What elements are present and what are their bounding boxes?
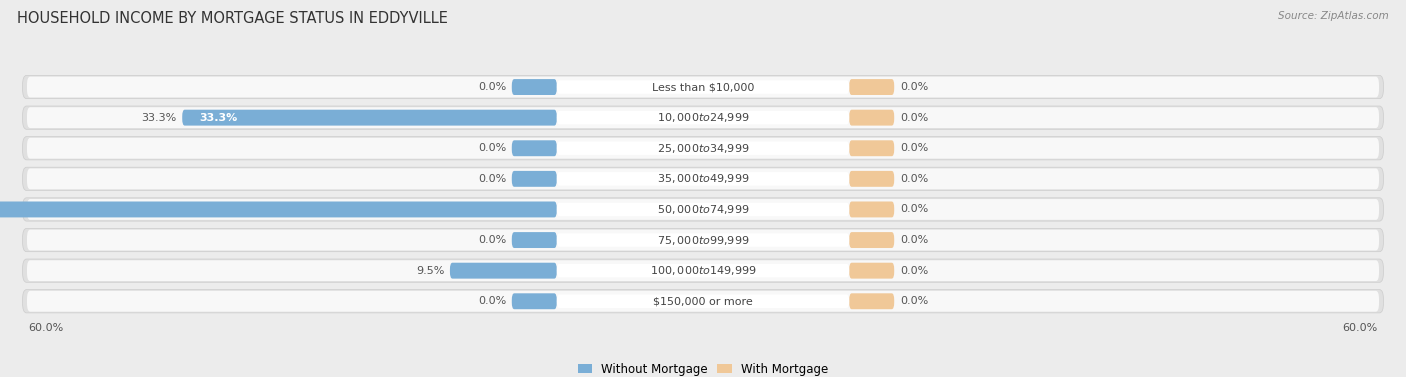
FancyBboxPatch shape xyxy=(22,136,1384,160)
FancyBboxPatch shape xyxy=(27,260,1379,281)
FancyBboxPatch shape xyxy=(849,293,894,309)
Text: $150,000 or more: $150,000 or more xyxy=(654,296,752,306)
Text: $35,000 to $49,999: $35,000 to $49,999 xyxy=(657,172,749,185)
Text: 0.0%: 0.0% xyxy=(478,143,506,153)
Text: 0.0%: 0.0% xyxy=(900,113,928,123)
FancyBboxPatch shape xyxy=(27,199,1379,220)
Text: $25,000 to $34,999: $25,000 to $34,999 xyxy=(657,142,749,155)
FancyBboxPatch shape xyxy=(557,203,849,216)
Text: 60.0%: 60.0% xyxy=(1343,323,1378,333)
Text: $100,000 to $149,999: $100,000 to $149,999 xyxy=(650,264,756,277)
FancyBboxPatch shape xyxy=(27,230,1379,250)
Text: 0.0%: 0.0% xyxy=(900,235,928,245)
FancyBboxPatch shape xyxy=(27,107,1379,128)
FancyBboxPatch shape xyxy=(557,294,849,308)
Text: 0.0%: 0.0% xyxy=(478,235,506,245)
Text: 0.0%: 0.0% xyxy=(900,174,928,184)
FancyBboxPatch shape xyxy=(849,140,894,156)
FancyBboxPatch shape xyxy=(849,110,894,126)
Text: 0.0%: 0.0% xyxy=(900,266,928,276)
Text: 0.0%: 0.0% xyxy=(478,82,506,92)
FancyBboxPatch shape xyxy=(27,291,1379,312)
FancyBboxPatch shape xyxy=(849,79,894,95)
FancyBboxPatch shape xyxy=(557,141,849,155)
FancyBboxPatch shape xyxy=(27,169,1379,189)
Text: 33.3%: 33.3% xyxy=(200,113,238,123)
FancyBboxPatch shape xyxy=(512,232,557,248)
FancyBboxPatch shape xyxy=(512,140,557,156)
Text: 60.0%: 60.0% xyxy=(28,323,63,333)
Text: Source: ZipAtlas.com: Source: ZipAtlas.com xyxy=(1278,11,1389,21)
Text: $50,000 to $74,999: $50,000 to $74,999 xyxy=(657,203,749,216)
FancyBboxPatch shape xyxy=(22,198,1384,221)
FancyBboxPatch shape xyxy=(849,201,894,218)
Text: 0.0%: 0.0% xyxy=(900,82,928,92)
FancyBboxPatch shape xyxy=(22,228,1384,252)
Text: $75,000 to $99,999: $75,000 to $99,999 xyxy=(657,234,749,247)
FancyBboxPatch shape xyxy=(557,80,849,94)
Text: 0.0%: 0.0% xyxy=(900,143,928,153)
FancyBboxPatch shape xyxy=(849,171,894,187)
FancyBboxPatch shape xyxy=(22,75,1384,99)
Legend: Without Mortgage, With Mortgage: Without Mortgage, With Mortgage xyxy=(578,363,828,375)
FancyBboxPatch shape xyxy=(22,290,1384,313)
Text: 9.5%: 9.5% xyxy=(416,266,444,276)
FancyBboxPatch shape xyxy=(557,264,849,277)
Text: Less than $10,000: Less than $10,000 xyxy=(652,82,754,92)
Text: 33.3%: 33.3% xyxy=(142,113,177,123)
FancyBboxPatch shape xyxy=(22,106,1384,129)
FancyBboxPatch shape xyxy=(27,138,1379,159)
Text: HOUSEHOLD INCOME BY MORTGAGE STATUS IN EDDYVILLE: HOUSEHOLD INCOME BY MORTGAGE STATUS IN E… xyxy=(17,11,447,26)
FancyBboxPatch shape xyxy=(557,172,849,185)
FancyBboxPatch shape xyxy=(183,110,557,126)
Text: 0.0%: 0.0% xyxy=(478,296,506,306)
FancyBboxPatch shape xyxy=(849,232,894,248)
FancyBboxPatch shape xyxy=(557,233,849,247)
Text: 0.0%: 0.0% xyxy=(900,204,928,215)
FancyBboxPatch shape xyxy=(22,167,1384,190)
FancyBboxPatch shape xyxy=(22,259,1384,282)
FancyBboxPatch shape xyxy=(0,201,557,218)
FancyBboxPatch shape xyxy=(27,77,1379,97)
Text: $10,000 to $24,999: $10,000 to $24,999 xyxy=(657,111,749,124)
FancyBboxPatch shape xyxy=(512,293,557,309)
FancyBboxPatch shape xyxy=(557,111,849,124)
FancyBboxPatch shape xyxy=(512,171,557,187)
FancyBboxPatch shape xyxy=(512,79,557,95)
Text: 0.0%: 0.0% xyxy=(478,174,506,184)
Text: 0.0%: 0.0% xyxy=(900,296,928,306)
FancyBboxPatch shape xyxy=(450,263,557,279)
FancyBboxPatch shape xyxy=(849,263,894,279)
